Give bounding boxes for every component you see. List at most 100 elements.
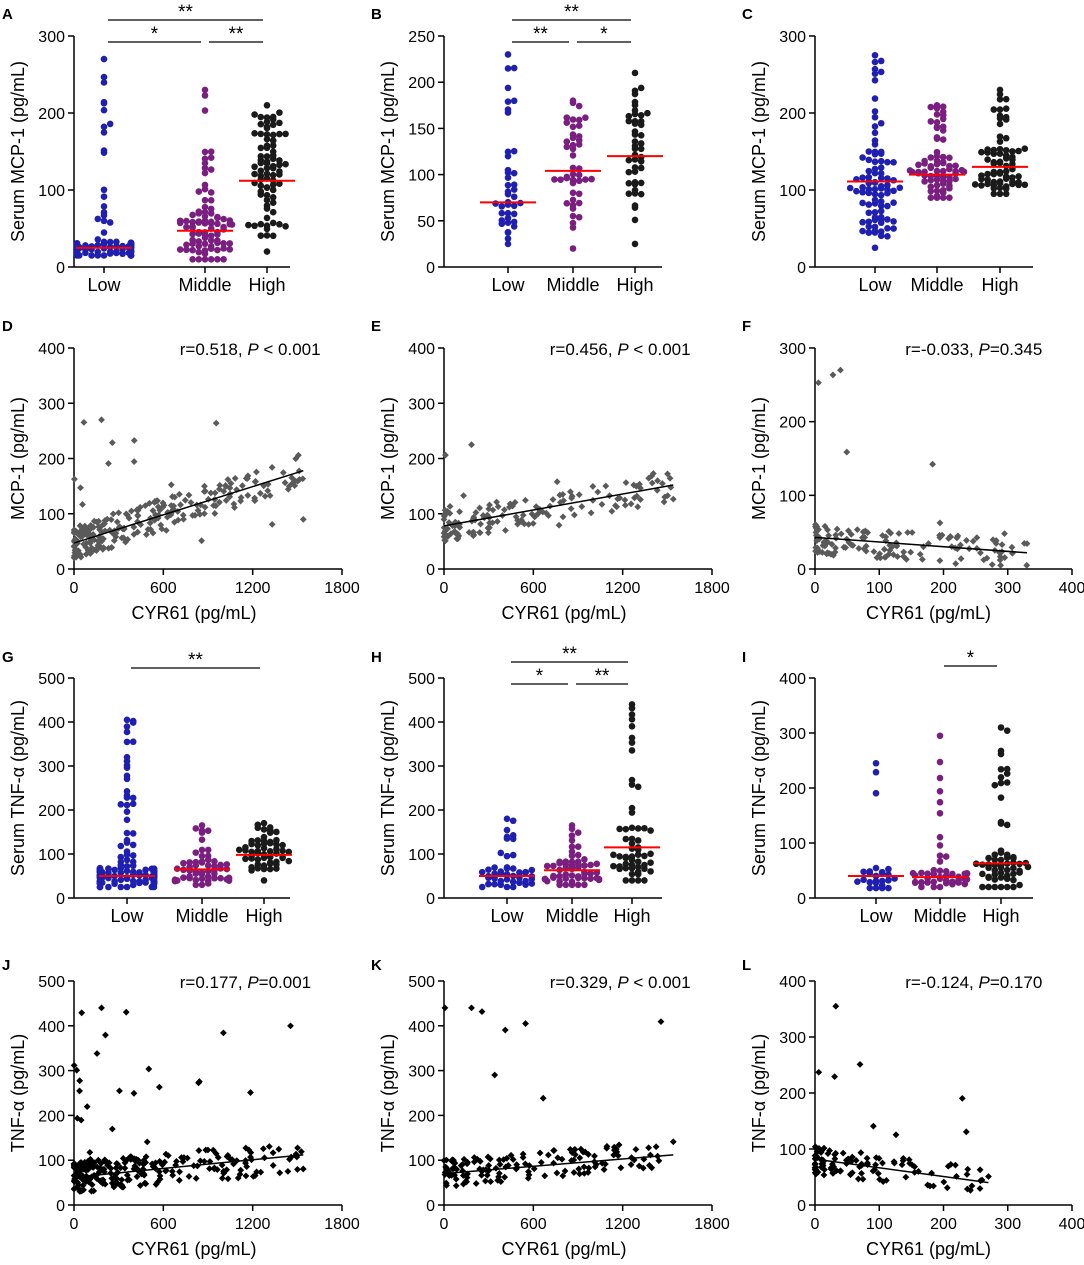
- panel-j: J 0 100 200 300 400 500 TNF-α (pg/mL) 0 600 1200 18…: [2, 957, 360, 1259]
- y-tick-label: 0: [56, 562, 65, 579]
- data-point: [491, 880, 498, 888]
- data-point: [234, 1174, 242, 1182]
- data-point: [476, 1157, 484, 1165]
- data-point: [110, 1182, 118, 1189]
- data-point: [129, 877, 137, 885]
- data-point: [652, 1143, 660, 1151]
- x-tick-label: 600: [150, 580, 177, 597]
- data-point: [100, 55, 108, 63]
- data-point: [1020, 539, 1028, 547]
- data-point: [575, 141, 583, 148]
- y-tick-label: 100: [408, 168, 435, 185]
- data-point: [985, 1173, 992, 1180]
- data-point: [183, 241, 190, 249]
- data-point: [127, 239, 135, 247]
- data-point: [207, 255, 215, 263]
- data-point: [124, 511, 131, 519]
- data-point: [860, 876, 867, 884]
- data-point: [984, 156, 991, 163]
- data-point: [494, 503, 502, 511]
- data-point: [890, 187, 897, 195]
- data-point: [281, 479, 289, 487]
- data-point: [566, 1146, 574, 1153]
- data-point: [634, 503, 642, 511]
- data-point: [263, 214, 271, 222]
- data-point: [832, 1002, 840, 1010]
- data-point: [863, 1154, 871, 1162]
- x-tick-label: 600: [520, 580, 547, 597]
- data-point: [183, 217, 190, 225]
- data-point: [634, 870, 642, 878]
- data-point: [936, 534, 944, 541]
- data-point: [224, 476, 232, 483]
- significance-stars: *: [536, 666, 544, 687]
- data-point: [933, 123, 941, 131]
- data-point: [857, 1149, 865, 1157]
- data-point: [118, 1183, 125, 1191]
- data-point: [569, 99, 577, 107]
- data-point: [636, 480, 643, 488]
- data-point: [669, 495, 677, 503]
- data-point: [833, 525, 841, 533]
- data-point: [263, 158, 271, 165]
- data-point: [1002, 152, 1010, 159]
- data-point: [136, 1159, 143, 1167]
- data-point: [100, 129, 108, 136]
- y-tick-label: 200: [779, 106, 806, 123]
- data-point: [933, 104, 941, 112]
- data-point: [580, 1169, 588, 1177]
- data-point: [179, 511, 187, 519]
- data-point: [231, 475, 239, 482]
- data-point: [142, 1153, 150, 1161]
- data-point: [108, 439, 116, 447]
- y-axis-label: Serum MCP-1 (pg/mL): [749, 61, 769, 242]
- data-point: [631, 216, 639, 224]
- data-point: [1016, 867, 1023, 875]
- data-point: [88, 252, 95, 259]
- data-point: [110, 537, 118, 545]
- data-point: [930, 1182, 937, 1190]
- data-point: [121, 1164, 129, 1172]
- data-point: [537, 1158, 545, 1166]
- data-point: [485, 524, 493, 531]
- data-point: [228, 1156, 236, 1163]
- data-point: [528, 880, 536, 887]
- data-point: [973, 544, 981, 552]
- data-point: [1009, 153, 1016, 161]
- data-point: [637, 121, 645, 129]
- data-point: [569, 116, 577, 123]
- data-point: [222, 483, 230, 490]
- data-point: [871, 185, 879, 193]
- data-point: [888, 543, 896, 551]
- data-point: [989, 536, 997, 544]
- data-point: [628, 781, 636, 788]
- data-point: [117, 1164, 125, 1172]
- data-point: [865, 148, 873, 155]
- data-point: [871, 190, 879, 198]
- y-axis-label: Serum TNF-α (pg/mL): [8, 700, 28, 876]
- data-point: [106, 238, 114, 246]
- data-point: [1001, 554, 1009, 562]
- data-point: [219, 1029, 227, 1037]
- data-point: [106, 120, 114, 128]
- data-point: [171, 493, 179, 501]
- data-point: [575, 133, 583, 140]
- data-point: [441, 1004, 449, 1012]
- data-point: [470, 1154, 478, 1161]
- data-point: [574, 881, 582, 889]
- data-point: [98, 416, 105, 424]
- data-point: [512, 1165, 520, 1173]
- data-point: [100, 186, 108, 194]
- data-point: [504, 219, 512, 226]
- data-point: [519, 1150, 527, 1158]
- data-point: [960, 168, 968, 176]
- data-point: [942, 853, 950, 860]
- data-point: [504, 190, 512, 198]
- data-point: [837, 366, 844, 374]
- data-point: [129, 830, 137, 837]
- data-point: [881, 545, 888, 553]
- data-point: [470, 513, 478, 521]
- data-point: [856, 1060, 864, 1068]
- data-point: [649, 470, 657, 477]
- data-point: [563, 143, 571, 151]
